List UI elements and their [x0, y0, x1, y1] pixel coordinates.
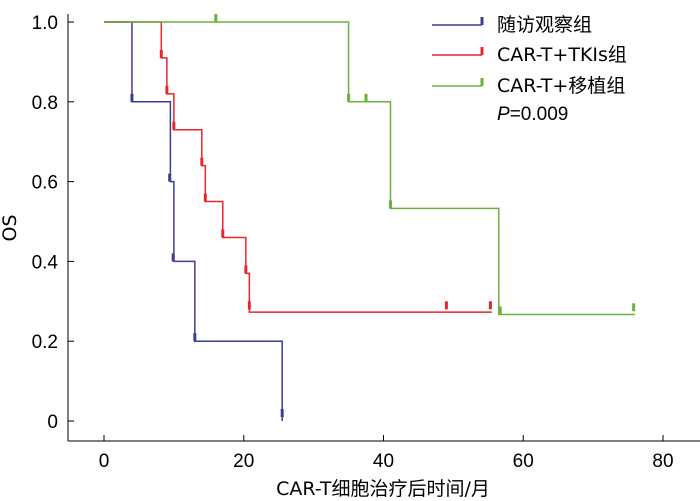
survival-curve: [104, 21, 492, 313]
legend-label-tkis: CAR-T+TKIs组: [497, 44, 627, 66]
p-value-number: =0.009: [510, 104, 569, 125]
x-tick-label: 40: [373, 451, 394, 472]
x-axis-title: CAR-T细胞治疗后时间/月: [276, 478, 490, 500]
survival-curve: [104, 21, 283, 421]
series-2: [104, 14, 636, 316]
y-tick-label: 1.0: [32, 13, 58, 34]
y-axis-title: OS: [0, 214, 21, 241]
x-axis-ticks: 0 20 40 60 80: [99, 435, 674, 472]
survival-curve: [104, 21, 636, 316]
p-value-symbol: P: [497, 104, 510, 125]
series-layer: [104, 14, 636, 421]
y-tick-label: 0.4: [32, 252, 59, 273]
x-tick-label: 0: [99, 451, 110, 472]
legend-label-transplant: CAR-T+移植组: [497, 75, 625, 97]
x-tick-label: 60: [513, 451, 534, 472]
x-tick-label: 20: [233, 451, 254, 472]
p-value-annotation: P=0.009: [497, 104, 568, 125]
y-tick-label: 0.6: [32, 173, 58, 194]
legend-label-follow-up: 随访观察组: [497, 14, 592, 36]
y-tick-label: 0: [47, 412, 58, 433]
y-tick-label: 0.8: [32, 93, 58, 114]
y-tick-label: 0.2: [32, 332, 58, 353]
y-axis-ticks: 0 0.2 0.4 0.6 0.8 1.0: [32, 13, 74, 433]
series-1: [104, 21, 492, 313]
legend: 随访观察组 CAR-T+TKIs组 CAR-T+移植组 P=0.009: [432, 14, 627, 125]
series-0: [104, 21, 284, 421]
x-tick-label: 80: [652, 451, 673, 472]
